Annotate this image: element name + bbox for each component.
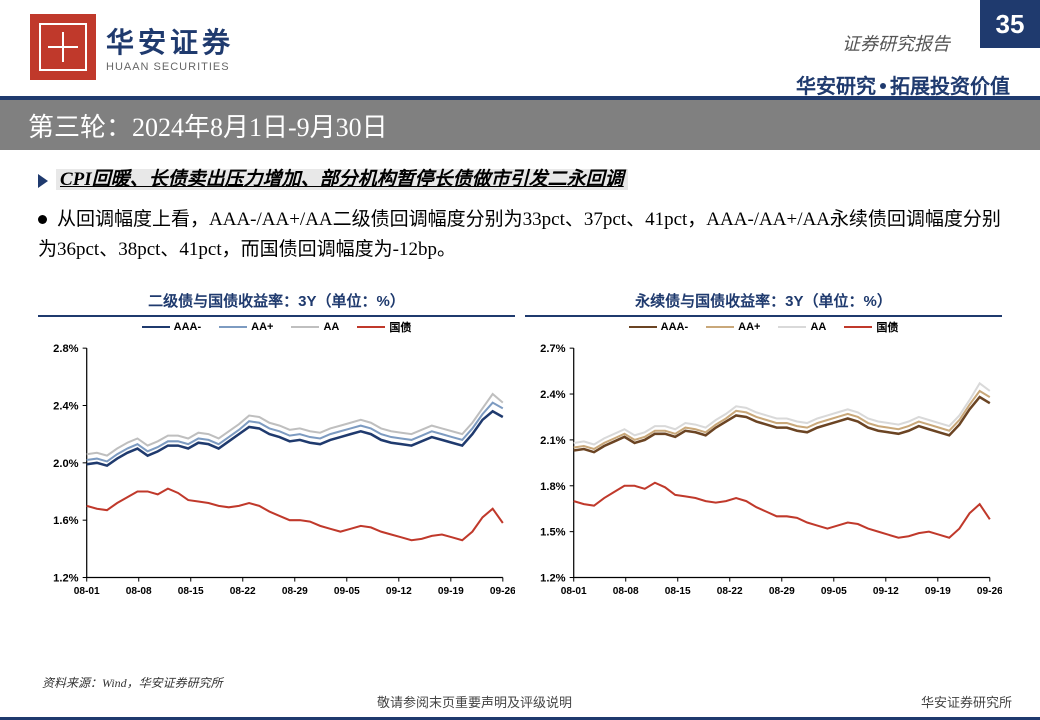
svg-text:09-19: 09-19	[438, 586, 464, 597]
chart-left: 二级债与国债收益率：3Y（单位：%） AAA-AA+AA国债 1.2% 1.6% 2…	[38, 290, 515, 614]
arrow-icon	[38, 174, 48, 188]
svg-text:08-08: 08-08	[613, 586, 639, 597]
bullet-body: 从回调幅度上看，AAA-/AA+/AA二级债回调幅度分别为33pct、37pct…	[38, 205, 1002, 266]
svg-text:08-29: 08-29	[282, 586, 308, 597]
svg-text:2.7%: 2.7%	[540, 343, 566, 355]
svg-text:08-08: 08-08	[126, 586, 152, 597]
svg-text:08-29: 08-29	[769, 586, 795, 597]
svg-text:08-15: 08-15	[178, 586, 204, 597]
svg-text:08-01: 08-01	[74, 586, 100, 597]
bullet-icon	[38, 215, 47, 224]
svg-text:2.1%: 2.1%	[540, 435, 566, 447]
svg-text:2.0%: 2.0%	[53, 458, 79, 470]
svg-text:09-19: 09-19	[925, 586, 951, 597]
svg-text:09-26: 09-26	[490, 586, 515, 597]
svg-text:1.2%: 1.2%	[53, 572, 79, 584]
svg-text:1.2%: 1.2%	[540, 572, 566, 584]
logo: 华安证券 HUAAN SECURITIES	[30, 14, 234, 80]
footer: 敬请参阅末页重要声明及评级说明 华安证券研究所	[0, 692, 1040, 711]
footer-center: 敬请参阅末页重要声明及评级说明	[377, 692, 572, 711]
logo-en: HUAAN SECURITIES	[106, 61, 234, 73]
chart-left-title: 二级债与国债收益率：3Y（单位：%）	[38, 290, 515, 311]
data-source: 资料来源：Wind，华安证券研究所	[42, 674, 223, 691]
report-type: 证券研究报告	[842, 30, 950, 56]
svg-text:09-12: 09-12	[386, 586, 412, 597]
svg-text:09-12: 09-12	[873, 586, 899, 597]
chart-left-svg: 1.2% 1.6% 2.0% 2.4% 2.8% 08-01 08-08 08-15 08-22…	[38, 339, 515, 609]
svg-text:08-22: 08-22	[230, 586, 256, 597]
chart-left-legend: AAA-AA+AA国债	[38, 319, 515, 335]
svg-text:1.6%: 1.6%	[53, 515, 79, 527]
svg-text:08-22: 08-22	[717, 586, 743, 597]
svg-text:1.8%: 1.8%	[540, 481, 566, 493]
header: 华安证券 HUAAN SECURITIES 证券研究报告 35 华安研究拓展投资…	[0, 0, 1040, 100]
page-number: 35	[980, 0, 1040, 48]
svg-text:2.4%: 2.4%	[540, 389, 566, 401]
footer-right: 华安证券研究所	[921, 692, 1012, 711]
section-title: 第三轮：2024年8月1日-9月30日	[0, 100, 1040, 150]
logo-cn: 华安证券	[106, 21, 234, 61]
svg-text:1.5%: 1.5%	[540, 526, 566, 538]
chart-right-svg: 1.2% 1.5% 1.8% 2.1% 2.4% 2.7% 08-01 08-08 08-15 0…	[525, 339, 1002, 609]
tagline: 华安研究拓展投资价值	[796, 70, 1010, 99]
bullet-heading: CPI回暖、长债卖出压力增加、部分机构暂停长债做市引发二永回调	[38, 164, 1002, 191]
chart-right-title: 永续债与国债收益率：3Y（单位：%）	[525, 290, 1002, 311]
svg-text:09-05: 09-05	[821, 586, 847, 597]
svg-text:08-15: 08-15	[665, 586, 691, 597]
svg-text:2.8%: 2.8%	[53, 343, 79, 355]
svg-text:09-05: 09-05	[334, 586, 360, 597]
svg-text:2.4%: 2.4%	[53, 400, 79, 412]
svg-text:09-26: 09-26	[977, 586, 1002, 597]
chart-right: 永续债与国债收益率：3Y（单位：%） AAA-AA+AA国债 1.2%1.5%1…	[525, 290, 1002, 614]
logo-icon	[30, 14, 96, 80]
svg-text:08-01: 08-01	[561, 586, 587, 597]
chart-right-legend: AAA-AA+AA国债	[525, 319, 1002, 335]
